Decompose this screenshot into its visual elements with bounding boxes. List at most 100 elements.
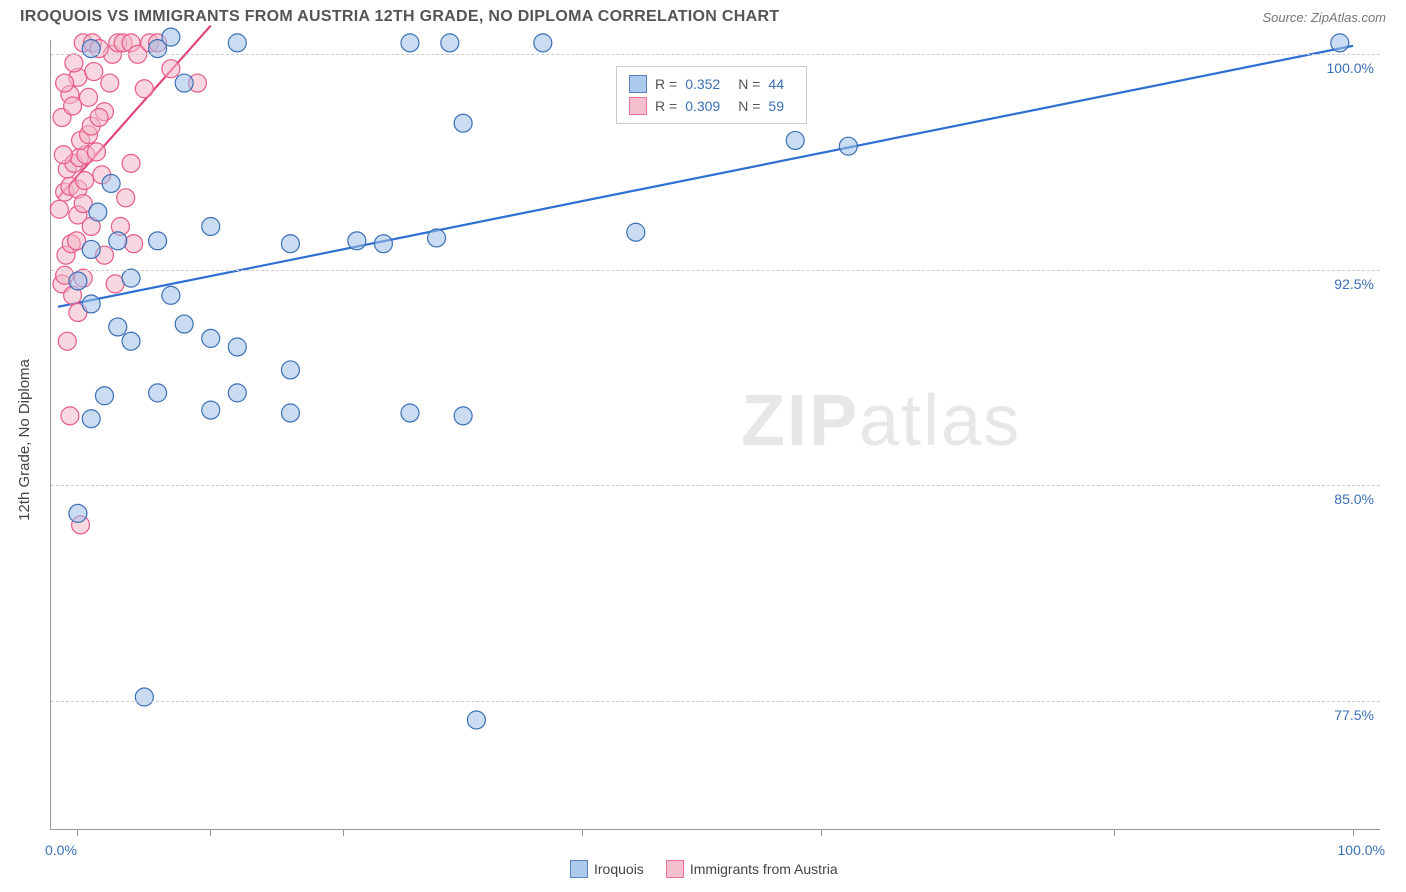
point-iroquois (122, 269, 140, 287)
point-iroquois (467, 711, 485, 729)
point-iroquois (454, 114, 472, 132)
point-iroquois (839, 137, 857, 155)
point-iroquois (202, 401, 220, 419)
point-iroquois (441, 34, 459, 52)
point-iroquois (202, 329, 220, 347)
series-legend-item-iroquois: Iroquois (570, 860, 644, 878)
point-iroquois (69, 272, 87, 290)
point-austria (80, 88, 98, 106)
point-iroquois (374, 235, 392, 253)
point-iroquois (162, 286, 180, 304)
y-tick-label: 100.0% (1327, 60, 1374, 76)
point-austria (88, 143, 106, 161)
source-label: Source: ZipAtlas.com (1262, 10, 1386, 25)
point-iroquois (281, 235, 299, 253)
legend-n-value: 44 (768, 76, 784, 92)
point-iroquois (109, 232, 127, 250)
point-iroquois (149, 384, 167, 402)
legend-swatch-icon (666, 860, 684, 878)
point-austria (122, 154, 140, 172)
point-iroquois (135, 688, 153, 706)
x-tick (821, 830, 822, 836)
x-tick (582, 830, 583, 836)
point-austria (90, 108, 108, 126)
title-bar: IROQUOIS VS IMMIGRANTS FROM AUSTRIA 12TH… (0, 0, 1406, 30)
chart-title: IROQUOIS VS IMMIGRANTS FROM AUSTRIA 12TH… (20, 8, 779, 26)
x-tick (77, 830, 78, 836)
point-austria (65, 54, 83, 72)
legend-row-iroquois: R = 0.352 N = 44 (629, 73, 794, 95)
point-iroquois (175, 315, 193, 333)
legend-r-label: R = (655, 98, 677, 114)
point-austria (162, 60, 180, 78)
x-tick (1114, 830, 1115, 836)
point-iroquois (627, 223, 645, 241)
point-iroquois (69, 504, 87, 522)
point-iroquois (175, 74, 193, 92)
plot-area: 100.0%92.5%85.0%77.5% ZIPatlas R =0.352N… (50, 40, 1380, 830)
legend-r-label: R = (655, 76, 677, 92)
point-iroquois (348, 232, 366, 250)
point-austria (85, 63, 103, 81)
point-iroquois (281, 361, 299, 379)
point-iroquois (162, 28, 180, 46)
legend-n-value: 59 (768, 98, 784, 114)
legend-swatch-icon (570, 860, 588, 878)
legend-r-value: 0.352 (685, 76, 720, 92)
point-iroquois (228, 338, 246, 356)
plot-frame: 100.0%92.5%85.0%77.5% ZIPatlas R =0.352N… (50, 40, 1380, 830)
point-iroquois (228, 384, 246, 402)
point-iroquois (401, 34, 419, 52)
point-iroquois (89, 203, 107, 221)
correlation-legend: R =0.352N =44R =0.309N =59 (616, 66, 807, 124)
point-iroquois (401, 404, 419, 422)
y-tick-label: 85.0% (1334, 491, 1374, 507)
x-axis-min-label: 0.0% (45, 842, 77, 858)
x-tick (1353, 830, 1354, 836)
legend-n-label: N = (738, 76, 760, 92)
gridline (51, 270, 1380, 271)
gridline (51, 701, 1380, 702)
y-tick-label: 77.5% (1334, 707, 1374, 723)
legend-swatch-icon (629, 75, 647, 93)
point-austria (135, 80, 153, 98)
point-iroquois (1331, 34, 1349, 52)
point-iroquois (228, 34, 246, 52)
point-iroquois (95, 387, 113, 405)
point-iroquois (122, 332, 140, 350)
point-iroquois (786, 131, 804, 149)
point-iroquois (454, 407, 472, 425)
x-tick (343, 830, 344, 836)
point-iroquois (82, 295, 100, 313)
point-austria (76, 172, 94, 190)
point-iroquois (102, 174, 120, 192)
point-austria (64, 97, 82, 115)
legend-r-value: 0.309 (685, 98, 720, 114)
series-legend-label: Iroquois (594, 861, 644, 877)
y-axis-title: 12th Grade, No Diploma (16, 359, 33, 521)
point-austria (58, 332, 76, 350)
gridline (51, 485, 1380, 486)
gridline (51, 54, 1380, 55)
point-austria (106, 275, 124, 293)
point-iroquois (428, 229, 446, 247)
legend-row-austria: R =0.309N =59 (629, 95, 794, 117)
series-legend-item-austria: Immigrants from Austria (666, 860, 838, 878)
scatter-svg (51, 40, 1380, 829)
series-legend-label: Immigrants from Austria (690, 861, 838, 877)
point-austria (117, 189, 135, 207)
point-iroquois (109, 318, 127, 336)
point-iroquois (202, 218, 220, 236)
series-legend: Iroquois Immigrants from Austria (570, 860, 838, 878)
point-austria (125, 235, 143, 253)
point-iroquois (281, 404, 299, 422)
point-austria (50, 200, 68, 218)
x-tick (210, 830, 211, 836)
legend-swatch-icon (629, 97, 647, 115)
point-iroquois (149, 232, 167, 250)
point-iroquois (82, 410, 100, 428)
point-austria (54, 146, 72, 164)
x-axis-max-label: 100.0% (1338, 842, 1385, 858)
point-iroquois (82, 240, 100, 258)
point-austria (56, 74, 74, 92)
